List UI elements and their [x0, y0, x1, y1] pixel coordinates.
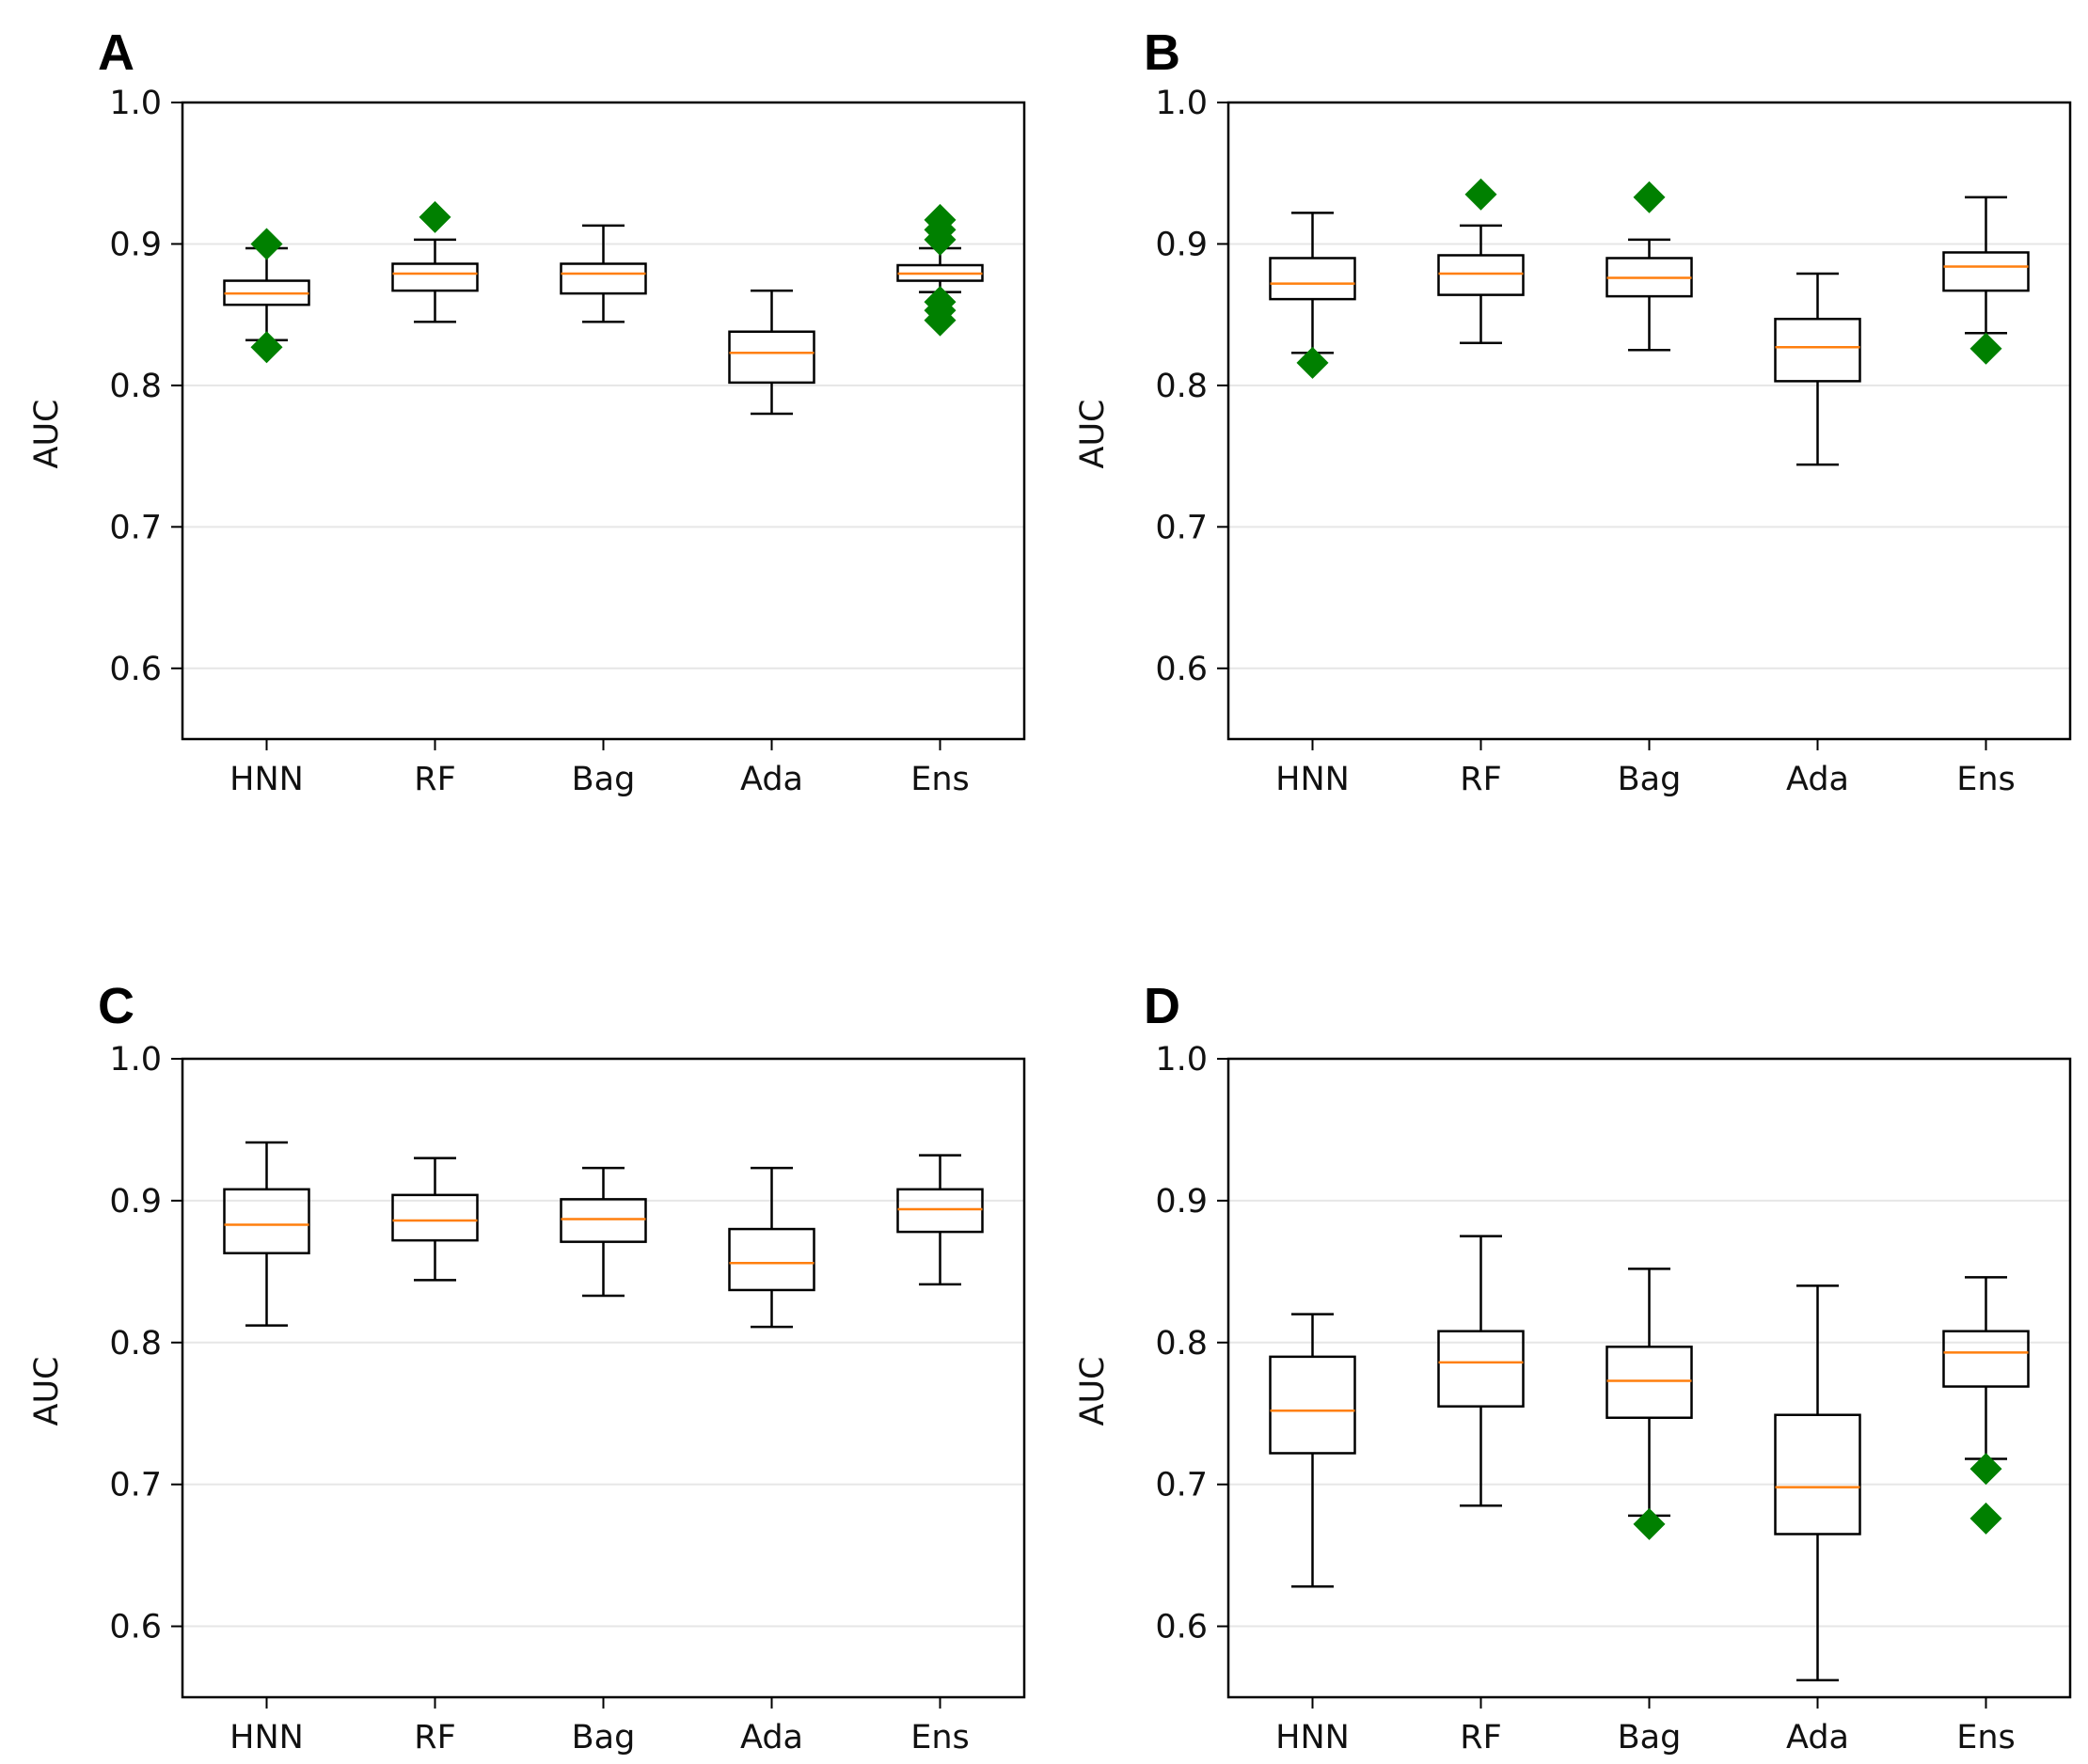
panel-d-ylabel: AUC: [1074, 1357, 1112, 1426]
panel-a-ylabel: AUC: [28, 400, 66, 469]
panel-b-xtick-label-rf: RF: [1460, 761, 1501, 798]
panel-c-ada-box: [728, 1227, 815, 1292]
panel-b-ytick-label-4: 1.0: [1155, 85, 1208, 122]
panel-a-ytick-label-2: 0.8: [109, 368, 162, 405]
panel-c-ytick-label-1: 0.7: [109, 1467, 162, 1504]
panel-d-ytick-label-0: 0.6: [1155, 1609, 1208, 1646]
panel-c-xtick-label-ada: Ada: [740, 1719, 803, 1756]
panel-b-xtick-label-ada: Ada: [1786, 761, 1849, 798]
panel-a: A 0.6 0.7 0.8 0.9 1.0 AUC HNN RF Bag Ada Ens: [28, 24, 1026, 798]
panel-d-rf-box: [1437, 1330, 1525, 1408]
panel-letter-a: A: [98, 24, 134, 81]
panel-d-plot-frame: [1226, 1057, 2072, 1699]
panel-d-hnn-box: [1269, 1355, 1356, 1455]
panel-c-xtick-label-rf: RF: [414, 1719, 455, 1756]
panel-c-xtick-label-ens: Ens: [910, 1719, 970, 1756]
panel-a-ens-flier-2: [924, 286, 957, 319]
panel-a-rf-box: [391, 262, 479, 292]
panel-c-hnn-box: [223, 1188, 310, 1254]
panel-letter-b: B: [1144, 24, 1180, 81]
panel-d-xtick-label-rf: RF: [1460, 1719, 1501, 1756]
panel-a-xtick-label-ens: Ens: [910, 761, 970, 798]
panel-d-xtick-label-ens: Ens: [1956, 1719, 2016, 1756]
panel-a-hnn-flier-1: [250, 228, 283, 260]
panel-c: C 0.6 0.7 0.8 0.9 1.0 AUC HNN RF Bag Ada Ens: [28, 978, 1026, 1756]
panel-a-bag-box: [560, 262, 647, 295]
panel-c-rf-box: [391, 1193, 479, 1242]
panel-a-ens-flier-5: [924, 203, 957, 236]
panel-d-ytick-label-3: 0.9: [1155, 1183, 1208, 1221]
panel-d-bag-flier-0: [1633, 1507, 1666, 1540]
panel-d-ada-box: [1774, 1413, 1861, 1536]
panel-c-bag-box: [560, 1198, 647, 1243]
panel-b-ytick-label-2: 0.8: [1155, 368, 1208, 405]
panel-c-ytick-label-3: 0.9: [109, 1183, 162, 1221]
panel-d-xtick-label-bag: Bag: [1618, 1719, 1682, 1756]
panel-b-ytick-label-0: 0.6: [1155, 651, 1208, 688]
panel-d-xtick-label-hnn: HNN: [1275, 1719, 1350, 1756]
panel-a-xtick-label-bag: Bag: [572, 761, 636, 798]
panel-c-xtick-label-bag: Bag: [572, 1719, 636, 1756]
panel-c-ens-box: [896, 1188, 984, 1234]
panel-c-ylabel: AUC: [28, 1357, 66, 1426]
panel-b-ens-flier-0: [1969, 332, 2002, 365]
panel-d-ens-box: [1942, 1330, 2030, 1388]
panel-d-ens-flier-1: [1969, 1453, 2002, 1486]
panel-b-plot-frame: [1226, 101, 2072, 741]
panel-c-plot-frame: [181, 1057, 1026, 1699]
panel-a-hnn-flier-0: [250, 331, 283, 364]
panel-b-ytick-label-3: 0.9: [1155, 226, 1208, 263]
panel-b-ada-box: [1774, 317, 1861, 383]
panel-c-xtick-label-hnn: HNN: [229, 1719, 304, 1756]
panel-d-xtick-label-ada: Ada: [1786, 1719, 1849, 1756]
panel-b-xtick-label-hnn: HNN: [1275, 761, 1350, 798]
panel-c-ytick-label-2: 0.8: [109, 1325, 162, 1362]
panel-b-xtick-label-bag: Bag: [1618, 761, 1682, 798]
panel-b-ytick-label-1: 0.7: [1155, 509, 1208, 546]
panel-b-xtick-label-ens: Ens: [1956, 761, 2016, 798]
panel-b-hnn-flier-0: [1296, 346, 1329, 379]
panel-d-ens-flier-0: [1969, 1502, 2002, 1535]
panel-c-ytick-label-4: 1.0: [109, 1041, 162, 1079]
panel-d-bag-box: [1606, 1346, 1693, 1419]
panel-a-xtick-label-ada: Ada: [740, 761, 803, 798]
panel-b-ens-box: [1942, 251, 2030, 292]
panel-d-ytick-label-4: 1.0: [1155, 1041, 1208, 1079]
panel-a-xtick-label-hnn: HNN: [229, 761, 304, 798]
panel-a-rf-flier-0: [419, 200, 451, 233]
panel-b-ylabel: AUC: [1074, 400, 1112, 469]
panel-a-ada-box: [728, 330, 815, 385]
panel-c-ytick-label-0: 0.6: [109, 1609, 162, 1646]
panel-letter-d: D: [1144, 978, 1180, 1034]
panel-a-ytick-label-3: 0.9: [109, 226, 162, 263]
panel-letter-c: C: [98, 978, 134, 1034]
panel-b-rf-box: [1437, 254, 1525, 296]
panel-d-ytick-label-1: 0.7: [1155, 1467, 1208, 1504]
panel-d: D 0.6 0.7 0.8 0.9 1.0 AUC HNN RF Bag Ada Ens: [1074, 978, 2072, 1756]
panel-d-ytick-label-2: 0.8: [1155, 1325, 1208, 1362]
panel-a-xtick-label-rf: RF: [414, 761, 455, 798]
panel-b-hnn-box: [1269, 257, 1356, 301]
panel-a-plot-frame: [181, 101, 1026, 741]
panel-b: B 0.6 0.7 0.8 0.9 1.0 AUC HNN RF Bag Ada Ens: [1074, 24, 2072, 798]
panel-a-ytick-label-4: 1.0: [109, 85, 162, 122]
panel-b-bag-flier-0: [1633, 181, 1666, 213]
panel-a-ytick-label-1: 0.7: [109, 509, 162, 546]
panel-b-rf-flier-0: [1464, 178, 1497, 211]
panel-a-ytick-label-0: 0.6: [109, 651, 162, 688]
